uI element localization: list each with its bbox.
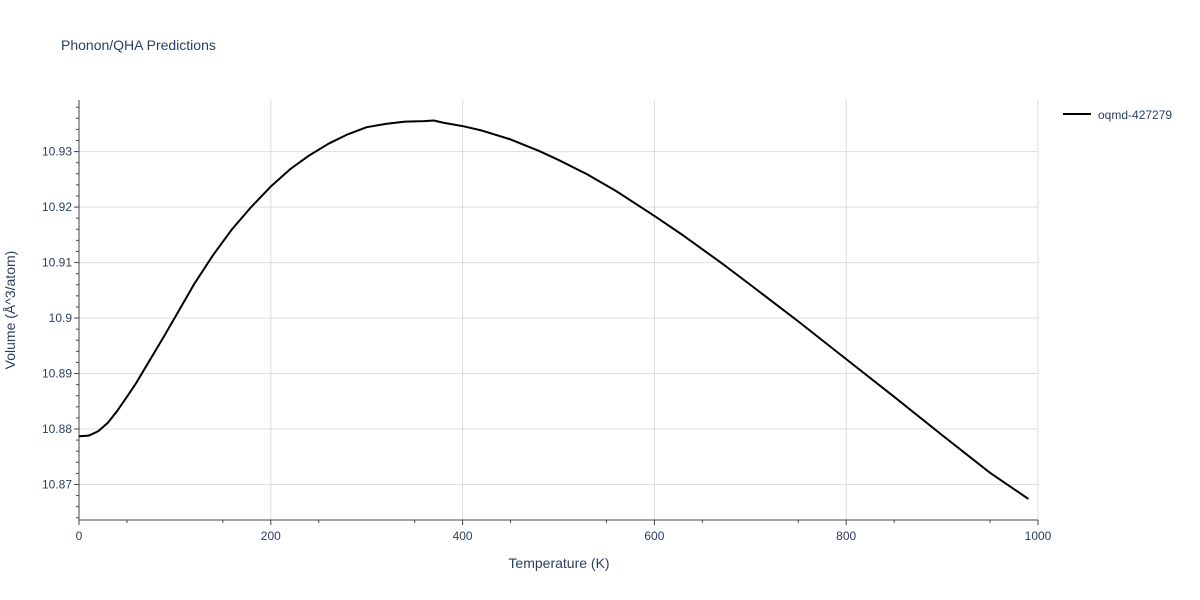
legend-entry-label: oqmd-427279 (1098, 108, 1172, 122)
y-tick-label: 10.89 (42, 367, 72, 381)
grid-layer (79, 100, 1039, 520)
chart-title: Phonon/QHA Predictions (61, 37, 216, 53)
axes-layer: 0 200 400 600 800 1000 10.87 10.88 10.89 10.9 10.9… (42, 100, 1052, 543)
x-tick-label: 200 (261, 529, 281, 543)
x-tick-label: 400 (453, 529, 473, 543)
y-axis-title: Volume (Å^3/atom) (2, 251, 18, 370)
legend[interactable]: oqmd-427279 (1063, 108, 1172, 122)
y-tick-label: 10.93 (42, 145, 72, 159)
y-tick-label: 10.88 (42, 422, 72, 436)
series-layer (78, 119, 1029, 500)
x-tick-label: 600 (644, 529, 664, 543)
x-axis-title: Temperature (K) (508, 555, 609, 571)
y-tick-label: 10.92 (42, 200, 72, 214)
y-tick-label: 10.9 (49, 311, 73, 325)
x-tick-label: 800 (836, 529, 856, 543)
x-tick-label: 0 (76, 529, 83, 543)
x-tick-label: 1000 (1025, 529, 1052, 543)
series-line[interactable] (78, 119, 1029, 500)
y-tick-label: 10.87 (42, 477, 72, 491)
y-tick-label: 10.91 (42, 256, 72, 270)
